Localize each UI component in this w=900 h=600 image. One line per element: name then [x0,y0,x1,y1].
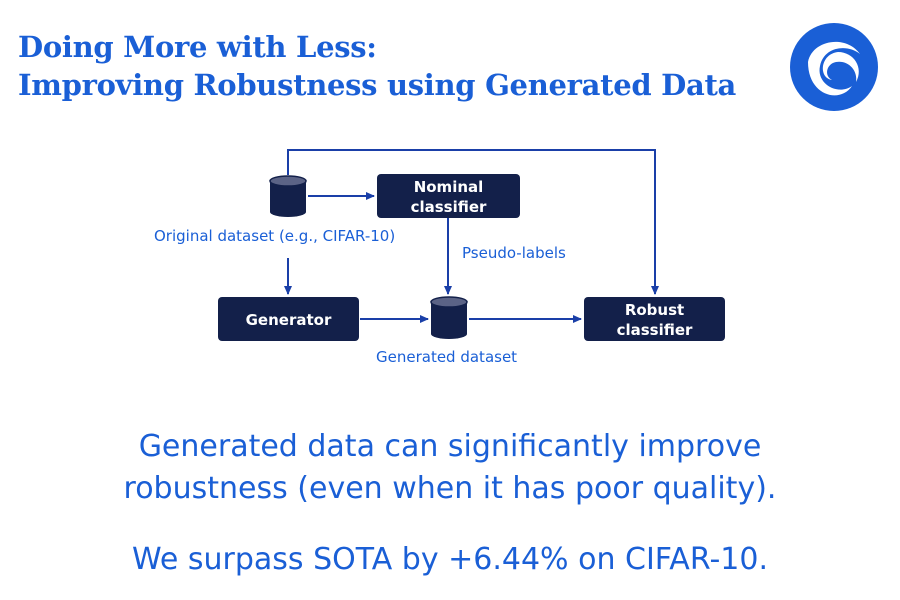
claim-line-2: robustness (even when it has poor qualit… [123,471,777,506]
nominal-classifier-node: Nominal classifier [377,174,520,218]
swirl-logo-icon [790,23,878,111]
claim-generated-data: Generated data can significantly improve… [0,426,900,510]
claim-line-1: Generated data can significantly improve [138,429,762,464]
generator-label: Generator [246,311,332,329]
edge-original-to-robust [287,149,659,295]
generated-dataset-icon [430,296,468,339]
robust-classifier-line-1: Robust [625,301,684,319]
original-dataset-icon [269,175,307,217]
robust-classifier-node: Robust classifier [584,297,725,341]
claim-sota: We surpass SOTA by +6.44% on CIFAR-10. [131,542,768,577]
generated-dataset-label: Generated dataset [376,348,517,366]
slide-title-line-1: Doing More with Less: [18,30,377,64]
pseudo-labels-label: Pseudo-labels [462,244,566,262]
slide-title: Doing More with Less: Improving Robustne… [18,28,736,104]
nominal-classifier-line-2: classifier [411,198,487,216]
generator-node: Generator [218,297,359,341]
slide-title-line-2: Improving Robustness using Generated Dat… [18,68,737,102]
original-dataset-label: Original dataset (e.g., CIFAR-10) [154,227,395,245]
robust-classifier-line-2: classifier [617,321,693,339]
nominal-classifier-line-1: Nominal [414,178,484,196]
